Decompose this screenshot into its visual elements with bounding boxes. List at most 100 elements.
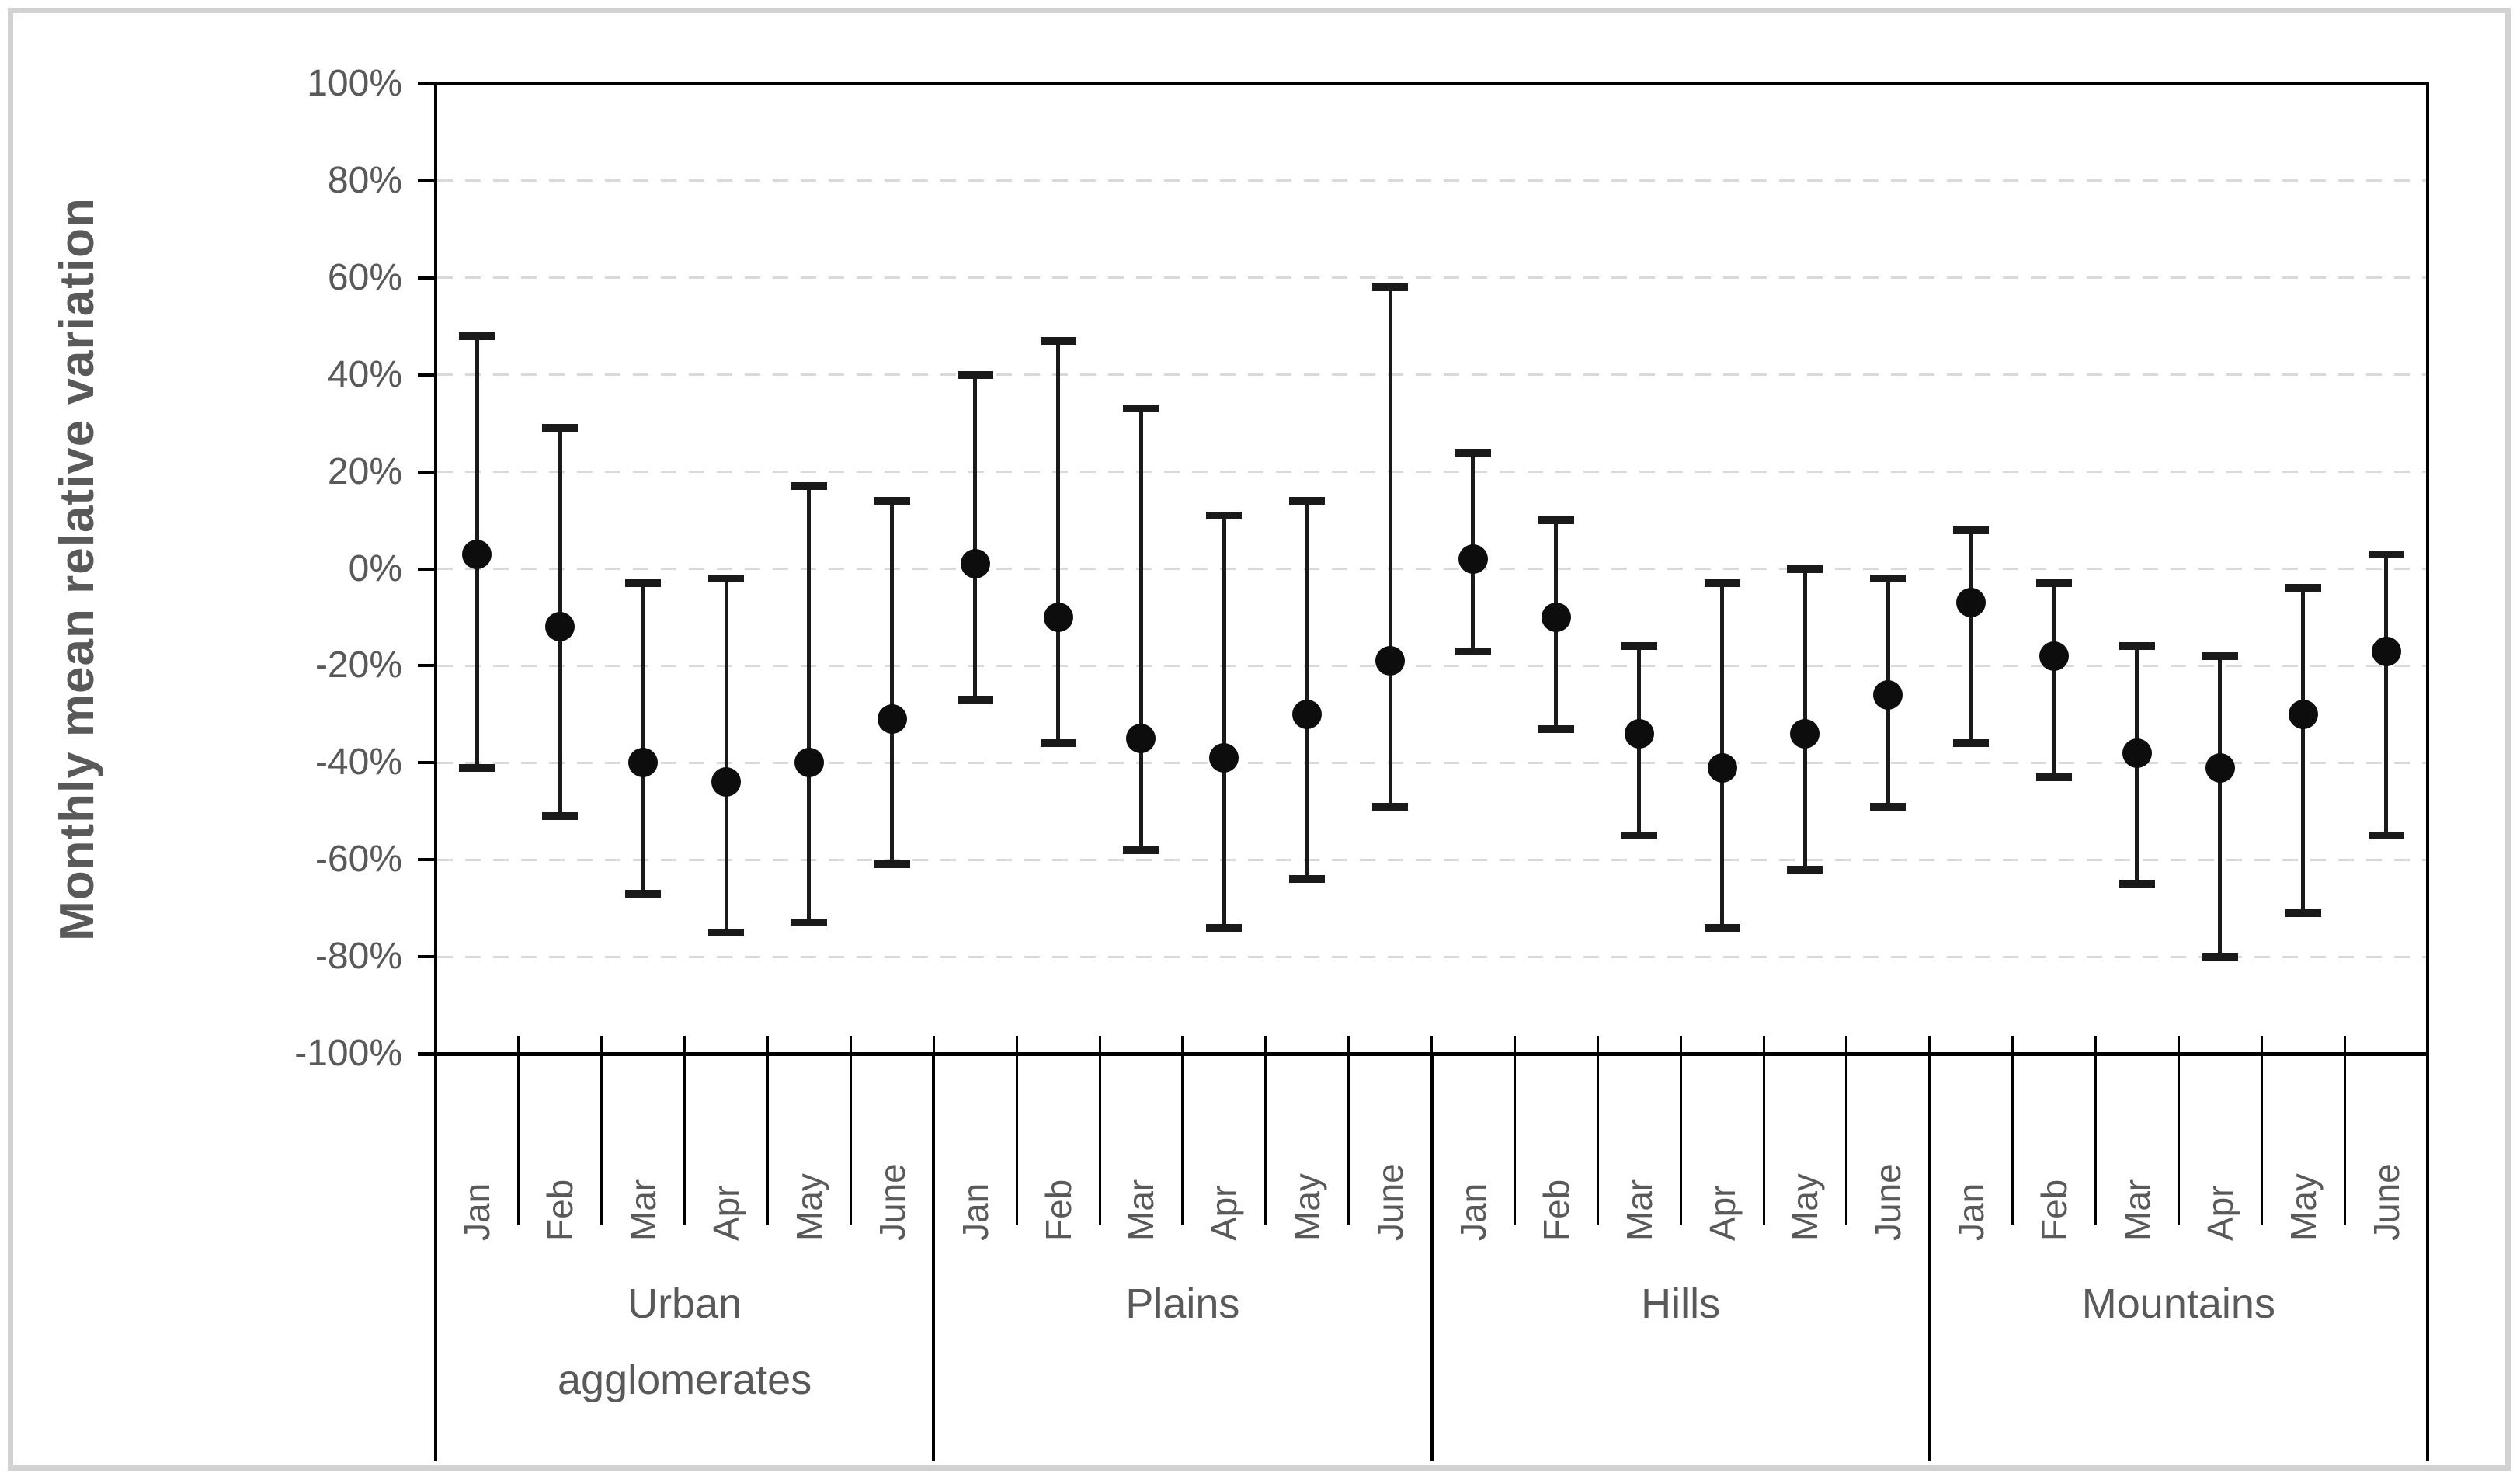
x-axis-month-label-hills-jan: Jan (1452, 1183, 1493, 1241)
error-bar-cap-lower-hills-may (1787, 865, 1823, 874)
y-axis-tick--80 (418, 955, 436, 959)
error-bar-mountains-jan (1969, 530, 1973, 744)
error-bar-cap-lower-urban-agglomerates-jan (459, 763, 495, 772)
x-axis-group-label-urban-agglomerates-line1: Urban (627, 1280, 742, 1327)
error-bar-cap-lower-plains-june (1372, 802, 1409, 811)
error-bar-urban-agglomerates-june (890, 501, 895, 865)
error-bar-cap-lower-urban-agglomerates-june (874, 860, 910, 869)
gridline-20 (437, 471, 2426, 474)
x-axis-group-label-mountains-line1: Mountains (2081, 1280, 2275, 1327)
x-axis-tick-5 (849, 1036, 852, 1054)
error-bar-plains-may (1305, 501, 1309, 880)
x-axis-month-label-mountains-mar: Mar (2116, 1179, 2157, 1241)
error-bar-cap-lower-mountains-apr (2202, 953, 2238, 961)
error-bar-cap-upper-hills-may (1787, 565, 1823, 573)
gridline--80 (437, 955, 2426, 958)
error-bar-cap-upper-urban-agglomerates-mar (625, 579, 662, 588)
error-bar-cap-lower-plains-jan (957, 696, 993, 704)
error-bar-cap-lower-plains-feb (1040, 739, 1076, 748)
y-axis-tick-label--60: -60% (315, 839, 402, 881)
x-axis-month-label-urban-agglomerates-june: June (871, 1163, 912, 1241)
x-axis-tick-10 (1264, 1036, 1267, 1054)
y-axis-tick--40 (418, 761, 436, 765)
x-axis-tick-6 (932, 1036, 935, 1054)
x-axis-tick-21 (2177, 1036, 2180, 1054)
data-point-mountains-mar (2122, 738, 2152, 768)
data-point-plains-apr (1209, 743, 1239, 773)
x-axis-month-label-hills-mar: Mar (1618, 1179, 1660, 1241)
y-axis-tick-0 (418, 567, 436, 571)
x-axis-tick-16 (1762, 1036, 1765, 1054)
data-point-urban-agglomerates-may (794, 748, 824, 778)
x-axis-tick-2 (600, 1036, 603, 1054)
x-axis-month-label-mountains-june: June (2365, 1163, 2407, 1241)
month-separator-22 (2260, 1054, 2263, 1225)
x-axis-tick-23 (2343, 1036, 2346, 1054)
error-bar-urban-agglomerates-may (807, 486, 812, 923)
error-bar-cap-upper-hills-mar (1621, 642, 1657, 651)
data-point-plains-jan (960, 549, 990, 579)
error-bar-cap-upper-urban-agglomerates-feb (542, 424, 579, 433)
data-point-hills-mar (1624, 718, 1654, 749)
gridline-0 (437, 568, 2426, 570)
error-bar-cap-lower-hills-june (1870, 802, 1907, 811)
y-axis-tick-20 (418, 470, 436, 474)
month-separator-16 (1762, 1054, 1765, 1225)
x-axis-month-label-plains-jan: Jan (954, 1183, 996, 1241)
x-axis-month-label-plains-mar: Mar (1121, 1179, 1162, 1241)
month-separator-4 (766, 1054, 769, 1225)
error-bar-cap-upper-plains-mar (1123, 405, 1159, 413)
data-point-urban-agglomerates-june (877, 704, 907, 735)
data-point-hills-feb (1541, 602, 1571, 632)
x-axis-month-label-hills-may: May (1785, 1173, 1826, 1241)
error-bar-cap-lower-hills-feb (1538, 724, 1574, 733)
plot-right-border (2426, 82, 2429, 1055)
data-point-hills-may (1790, 718, 1820, 749)
data-point-mountains-jan (1956, 588, 1986, 618)
error-bar-cap-upper-plains-may (1289, 497, 1326, 505)
data-point-plains-mar (1126, 724, 1156, 754)
data-point-mountains-feb (2039, 641, 2070, 671)
error-bar-cap-upper-hills-feb (1538, 516, 1574, 525)
x-axis-group-label-urban-agglomerates-line2: agglomerates (558, 1357, 812, 1403)
gridline--20 (437, 664, 2426, 667)
error-bar-mountains-june (2384, 554, 2389, 836)
x-axis-month-label-urban-agglomerates-jan: Jan (457, 1183, 498, 1241)
error-bar-cap-upper-plains-jan (957, 370, 993, 379)
data-point-mountains-apr (2205, 752, 2235, 783)
data-point-mountains-june (2371, 636, 2401, 666)
month-separator-20 (2094, 1054, 2097, 1225)
x-axis-month-label-urban-agglomerates-feb: Feb (540, 1179, 581, 1241)
data-point-hills-apr (1707, 752, 1737, 783)
error-bar-cap-upper-urban-agglomerates-apr (708, 574, 745, 582)
gridline--60 (437, 858, 2426, 861)
error-bar-cap-lower-urban-agglomerates-apr (708, 928, 745, 936)
error-bar-cap-lower-mountains-mar (2119, 880, 2155, 888)
data-point-hills-jan (1458, 544, 1488, 574)
error-bar-mountains-feb (2052, 583, 2056, 778)
y-axis-tick-40 (418, 373, 436, 377)
y-axis-tick-label--40: -40% (315, 742, 402, 783)
group-separator-2 (1430, 1054, 1434, 1461)
x-axis-tick-15 (1679, 1036, 1682, 1054)
x-axis-month-label-mountains-apr: Apr (2199, 1185, 2240, 1241)
y-axis-tick-label-0: 0% (348, 547, 402, 589)
plot-top-border (434, 82, 2429, 85)
error-bar-cap-upper-hills-jan (1455, 448, 1491, 457)
group-separator-4 (2426, 1054, 2429, 1461)
x-axis-month-label-mountains-feb: Feb (2034, 1179, 2075, 1241)
x-axis-tick-9 (1181, 1036, 1184, 1054)
y-axis-tick--20 (418, 664, 436, 668)
figure-border (8, 8, 2511, 1471)
month-separator-5 (849, 1054, 852, 1225)
month-separator-23 (2343, 1054, 2346, 1225)
error-bar-plains-june (1388, 287, 1392, 807)
y-axis-tick-80 (418, 179, 436, 182)
error-bar-plains-feb (1056, 340, 1061, 744)
gridline--40 (437, 761, 2426, 764)
gridline-60 (437, 276, 2426, 280)
data-point-mountains-may (2288, 699, 2318, 729)
x-axis-month-label-hills-june: June (1868, 1163, 1909, 1241)
y-axis-tick-label-60: 60% (327, 256, 402, 298)
